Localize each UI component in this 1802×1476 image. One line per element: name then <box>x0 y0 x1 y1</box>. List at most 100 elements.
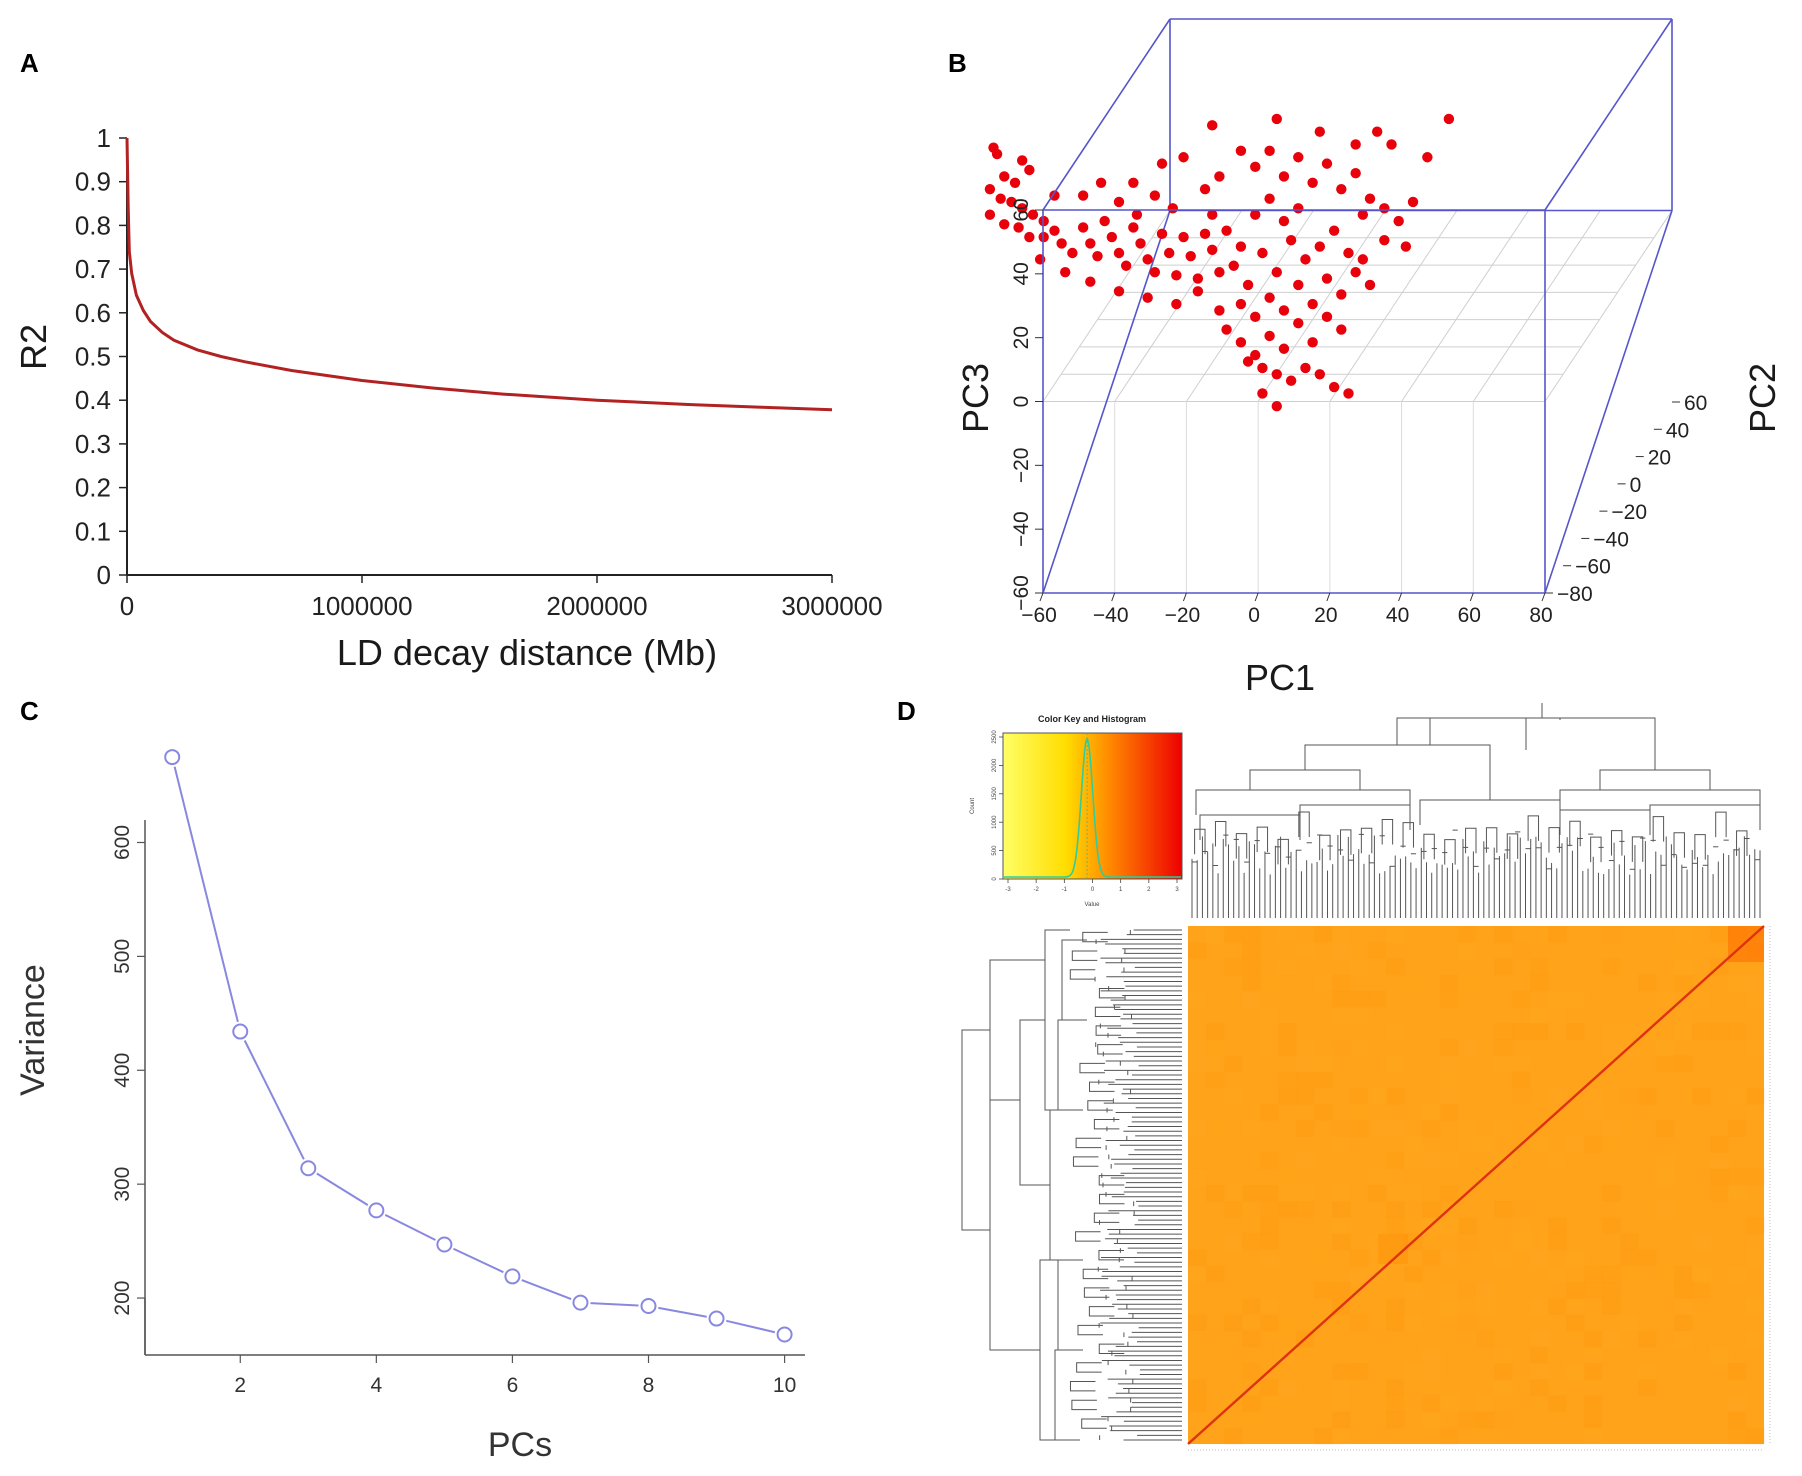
b-data-point <box>1156 228 1168 240</box>
heatmap-cell <box>1602 1185 1621 1202</box>
c-data-point <box>504 1268 521 1285</box>
top-dendro-link <box>1319 834 1331 861</box>
heatmap-cell <box>1620 1249 1639 1267</box>
b-grid-line <box>1042 210 1171 402</box>
panel-label-b: B <box>948 48 967 78</box>
heatmap-cell <box>1188 1185 1207 1202</box>
heatmap-cell <box>1494 1363 1513 1380</box>
c-data-point <box>436 1236 453 1253</box>
heatmap-cell <box>1386 1185 1405 1202</box>
heatmap-cell <box>1458 942 1477 959</box>
heatmap-cell <box>1728 1363 1747 1380</box>
b-data-point <box>1400 241 1412 252</box>
heatmap-cell <box>1260 1395 1279 1412</box>
heatmap-cell <box>1260 1217 1279 1235</box>
top-dendro-link <box>1256 826 1269 853</box>
heatmap-cell <box>1566 1330 1585 1348</box>
heatmap-cell <box>1278 1201 1297 1218</box>
b-data-point <box>1257 388 1268 399</box>
heatmap-cell <box>1224 991 1243 1008</box>
heatmap-cell <box>1548 1233 1567 1251</box>
b-data-point <box>1350 266 1361 278</box>
left-dendro-link <box>1076 1362 1102 1373</box>
left-dendro-link <box>1057 1019 1083 1111</box>
left-dendro-link <box>1054 1349 1080 1441</box>
heatmap-cell <box>1638 1346 1657 1364</box>
heatmap-cell <box>1440 1249 1459 1267</box>
heatmap-cell <box>1278 1379 1297 1396</box>
heatmap-cell <box>1476 1395 1495 1413</box>
heatmap-cell <box>1656 990 1675 1008</box>
heatmap-cell <box>1548 1428 1567 1445</box>
left-dendro-link <box>1089 1081 1115 1092</box>
heatmap-cell <box>1638 1055 1657 1073</box>
heatmap-cell <box>1530 1346 1549 1364</box>
heatmap-cell <box>1404 1249 1423 1267</box>
heatmap-cell <box>1368 1087 1387 1105</box>
heatmap-cell <box>1746 1249 1765 1267</box>
top-dendro-link <box>1360 827 1373 854</box>
heatmap-cell <box>1710 1282 1729 1299</box>
heatmap-cell <box>1296 991 1315 1008</box>
heatmap-cell <box>1386 1217 1405 1235</box>
heatmap-cell <box>1404 1379 1423 1396</box>
key-y-tick-label: 1500 <box>992 786 998 800</box>
heatmap-cell <box>1386 1087 1405 1105</box>
top-dendro-link <box>1249 769 1361 790</box>
heatmap-cell <box>1260 1428 1279 1445</box>
c-data-point <box>300 1160 317 1177</box>
heatmap-cell <box>1224 1233 1243 1251</box>
heatmap-cell <box>1638 1087 1657 1105</box>
heatmap-cell <box>1386 1201 1405 1218</box>
heatmap-cell <box>1638 1363 1657 1380</box>
heatmap-cell <box>1260 1104 1279 1121</box>
heatmap-cell <box>1458 975 1477 992</box>
top-dendro-link <box>1694 834 1706 860</box>
heatmap-cell <box>1494 1379 1513 1396</box>
heatmap-cell <box>1386 1314 1405 1332</box>
heatmap-cell <box>1404 1265 1423 1283</box>
key-y-tick-label: 2000 <box>992 758 998 772</box>
left-dendro-link <box>1049 1109 1075 1261</box>
a-x-tick-label: 3000000 <box>781 591 882 621</box>
b-data-point <box>991 148 1003 160</box>
key-x-tick-label: 0 <box>1091 887 1095 893</box>
b-data-point <box>1293 152 1304 163</box>
heatmap-cell <box>1332 1006 1351 1024</box>
heatmap-cell <box>1260 1185 1279 1202</box>
heatmap-cell <box>1224 958 1243 976</box>
a-y-tick-label: 0 <box>97 560 111 590</box>
top-dendro-link <box>1569 820 1581 847</box>
heatmap-cell <box>1440 1412 1459 1429</box>
heatmap-cell <box>1188 1347 1207 1364</box>
heatmap-cell <box>1242 1427 1261 1445</box>
heatmap-cell <box>1386 1055 1405 1073</box>
c-y-tick-label: 500 <box>111 939 134 974</box>
heatmap-cell <box>1422 1395 1441 1413</box>
heatmap-cell <box>1332 990 1351 1008</box>
heatmap-cell <box>1710 1346 1729 1364</box>
heatmap-cell <box>1548 1185 1567 1202</box>
a-x-tick-label: 1000000 <box>311 591 412 621</box>
key-y-tick-label: 0 <box>992 877 998 881</box>
b-data-point <box>1056 238 1067 249</box>
panel-a-y-ticks: 0 0.1 0.2 0.3 0.4 0.5 0.6 0.7 0.8 0.9 1 <box>75 123 127 590</box>
heatmap-cell <box>1494 1346 1513 1364</box>
b-data-point <box>1278 171 1290 182</box>
b-data-point <box>1336 324 1347 335</box>
heatmap-cell <box>1530 1023 1549 1040</box>
left-dendro-link <box>989 959 1045 1100</box>
heatmap-cell <box>1242 1412 1261 1429</box>
b-data-point <box>1164 247 1175 259</box>
left-dendro-link <box>1069 969 1096 980</box>
b-data-point <box>1314 241 1326 252</box>
heatmap-cell <box>1188 1249 1207 1267</box>
heatmap-cell <box>1296 1104 1315 1121</box>
heatmap-cell <box>1314 926 1333 943</box>
heatmap-cell <box>1314 1169 1333 1186</box>
left-dendro-link <box>1081 1418 1107 1429</box>
b-data-point <box>1285 375 1297 386</box>
heatmap-cell <box>1458 1136 1477 1154</box>
panel-c-y-axis-title: Variance <box>14 964 52 1096</box>
b-data-point <box>1242 356 1254 367</box>
